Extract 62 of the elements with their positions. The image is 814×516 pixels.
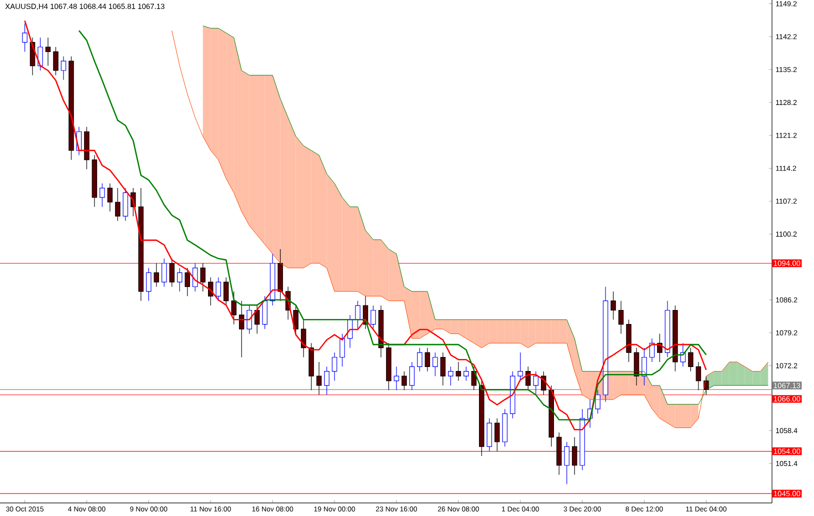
candlestick xyxy=(324,366,330,396)
candlestick xyxy=(626,319,632,362)
candlestick xyxy=(278,248,283,302)
candlestick xyxy=(92,154,98,208)
candlestick xyxy=(494,418,500,452)
candlestick xyxy=(122,188,128,222)
candlestick xyxy=(548,385,554,447)
candlestick xyxy=(580,408,585,470)
candlestick xyxy=(696,362,702,390)
candlestick xyxy=(100,183,105,208)
candlestick xyxy=(456,362,462,382)
candlestick xyxy=(53,46,58,76)
candlestick xyxy=(448,366,454,386)
candlestick xyxy=(45,37,51,66)
candlestick xyxy=(440,352,446,386)
candlestick xyxy=(68,56,74,160)
candlestick xyxy=(200,262,206,292)
candlestick xyxy=(664,300,670,358)
candlestick xyxy=(618,300,624,334)
candlestick xyxy=(610,291,616,320)
candlestick xyxy=(464,366,469,382)
candlestick xyxy=(107,183,113,212)
candlestick xyxy=(308,342,314,390)
candlestick xyxy=(340,333,345,367)
candlestick xyxy=(115,188,120,222)
candlestick xyxy=(162,258,167,288)
candlestick xyxy=(533,371,538,396)
candlestick xyxy=(518,352,523,382)
candlestick xyxy=(672,305,678,372)
candlestick xyxy=(510,371,516,419)
candlestick xyxy=(572,436,578,476)
candlestick xyxy=(409,362,415,390)
candlestick xyxy=(192,262,198,292)
candlestick xyxy=(38,37,43,71)
candlestick xyxy=(479,380,484,456)
candlestick xyxy=(154,262,160,288)
candlestick xyxy=(316,362,322,396)
candlestick xyxy=(332,352,338,382)
candlestick xyxy=(386,342,392,390)
candlestick xyxy=(216,277,221,302)
candlestick xyxy=(486,418,492,452)
candlestick xyxy=(394,366,400,390)
candlestick xyxy=(138,188,144,302)
candlestick xyxy=(246,305,252,334)
candlestick xyxy=(556,432,562,476)
candlestick xyxy=(432,352,438,376)
candlestick xyxy=(370,305,376,330)
candlestick xyxy=(184,268,190,296)
candlestick xyxy=(22,23,28,52)
candlestick xyxy=(177,268,182,292)
candlestick xyxy=(402,371,407,390)
candlestick xyxy=(564,442,570,484)
candlestick xyxy=(355,300,360,330)
candlestick xyxy=(424,348,430,372)
candlestick xyxy=(60,56,66,80)
candlestick xyxy=(688,348,694,372)
candlestick xyxy=(602,286,608,402)
candlestick xyxy=(502,408,508,447)
candlestick xyxy=(595,390,600,414)
candlestick xyxy=(417,348,422,372)
candlestick xyxy=(146,268,152,302)
candlestick xyxy=(84,126,90,170)
